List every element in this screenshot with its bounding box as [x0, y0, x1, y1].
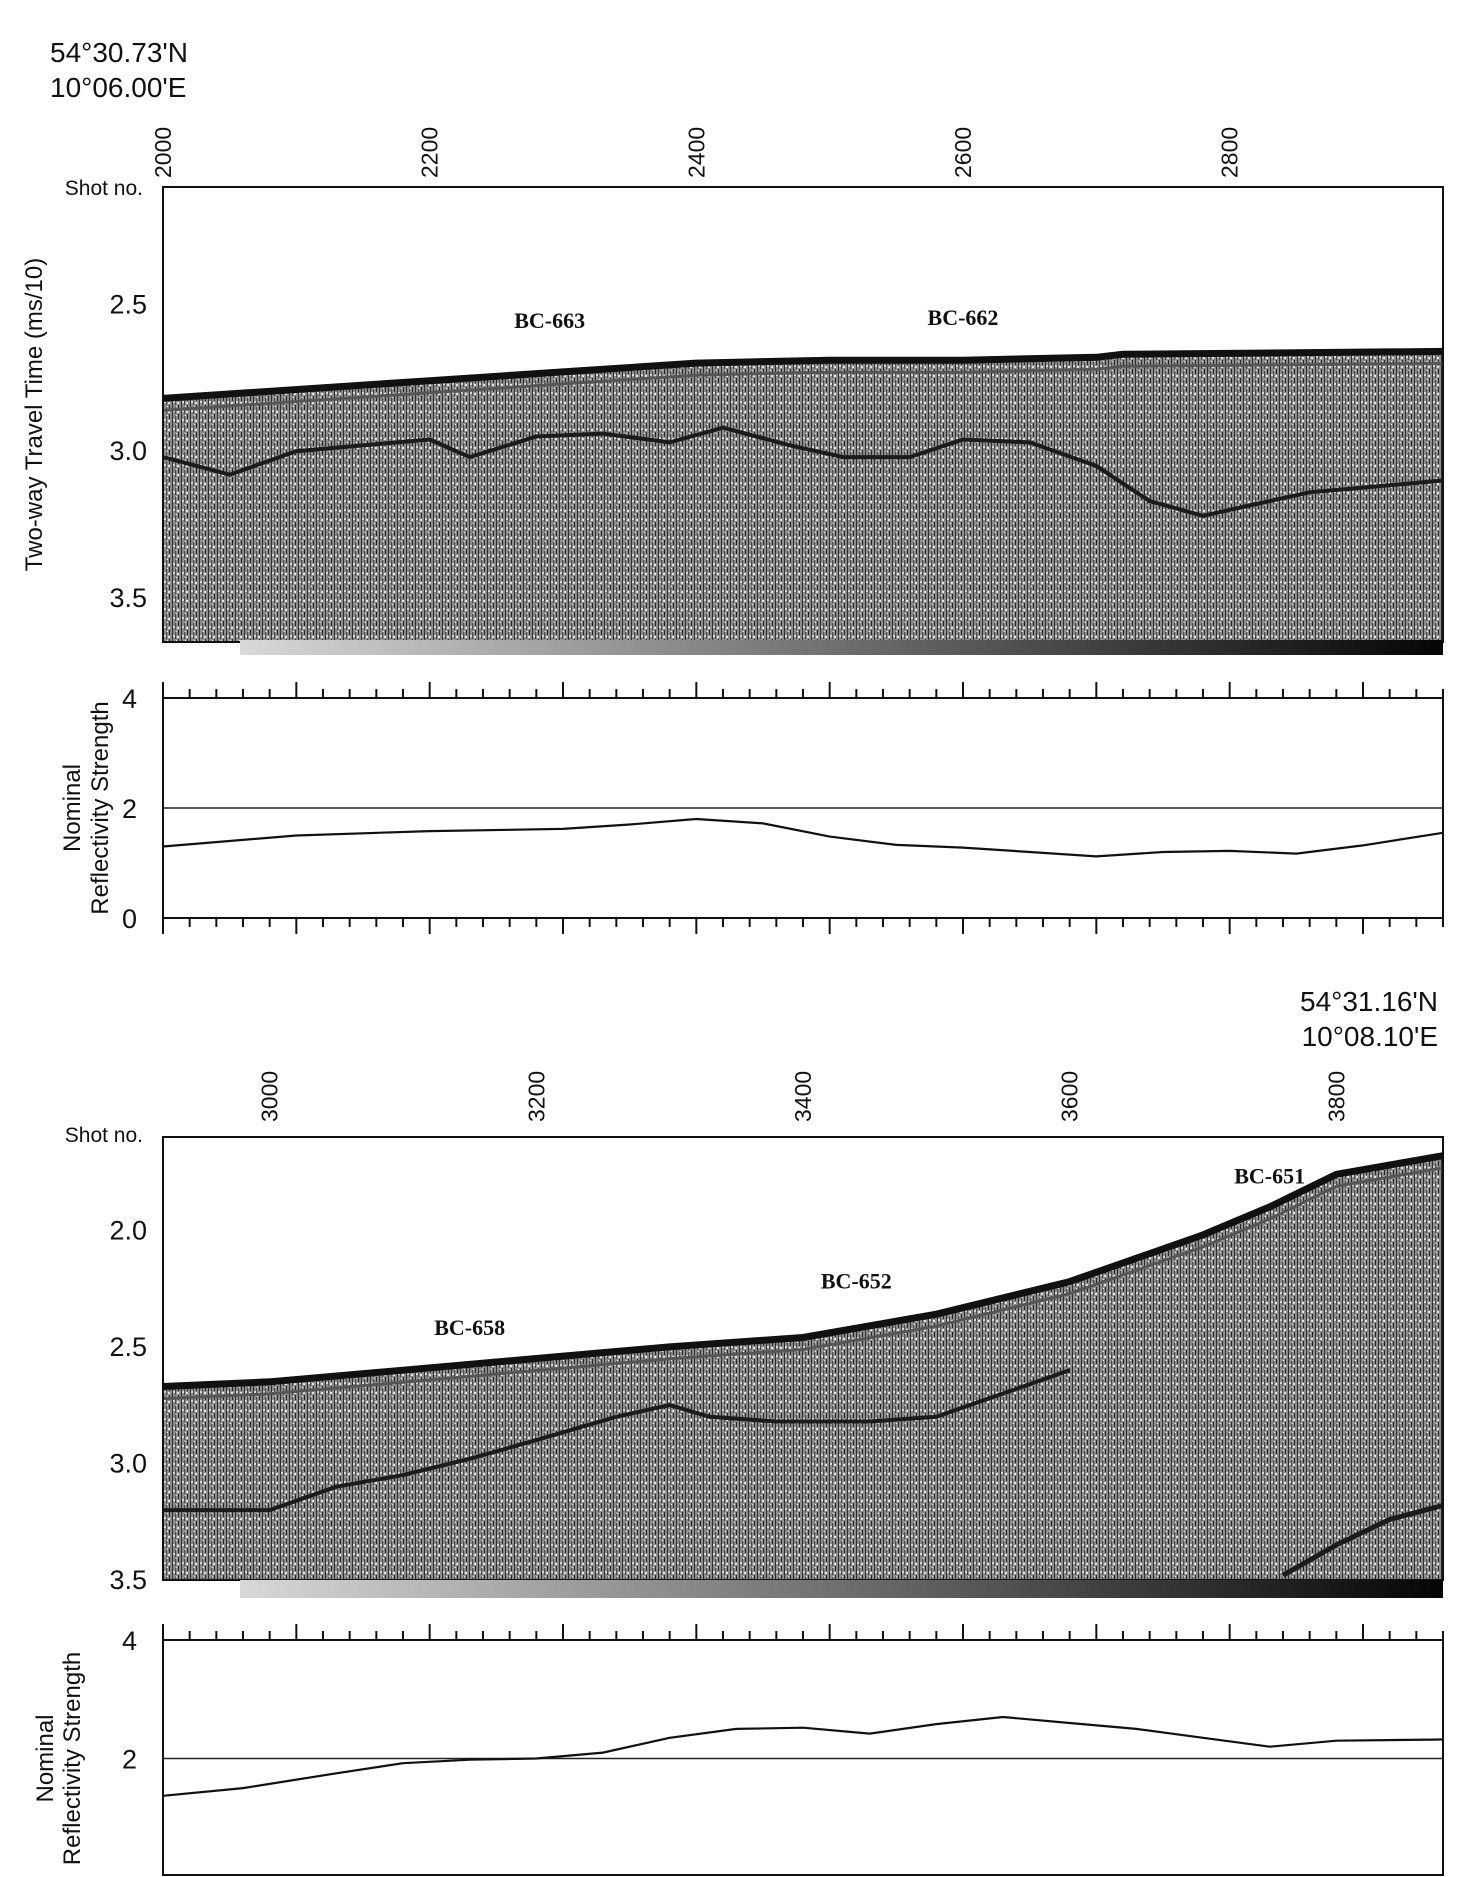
seafloor-reflector: [162, 347, 1444, 402]
subsurface-reflector: [162, 425, 1444, 518]
reflectivity-frame: [162, 1639, 1444, 1876]
shot-tick-label: 2000: [150, 127, 176, 178]
shot-tick-label: 3400: [790, 1071, 816, 1122]
twt-tick-label: 3.5: [109, 583, 147, 613]
reflectivity-axis-label: Nominal: [59, 764, 86, 852]
shot-tick-label: 2800: [1217, 127, 1243, 178]
reflectivity-shade-bar: [240, 640, 1443, 655]
core-label: BC-651: [1234, 1164, 1305, 1189]
reflectivity-axis-label: Reflectivity Strength: [87, 701, 114, 914]
twt-tick-label: 2.0: [109, 1215, 147, 1245]
coord-latitude: 54°31.16'N: [1300, 986, 1438, 1017]
core-label: BC-662: [928, 305, 999, 330]
shot-axis-label: Shot no.: [65, 177, 143, 200]
reflectivity-axis-label: Reflectivity Strength: [59, 1652, 86, 1865]
twt-tick-label: 2.5: [109, 289, 147, 319]
seafloor-multiple: [162, 361, 1444, 412]
shot-tick-label: 3800: [1323, 1071, 1349, 1122]
core-label: BC-652: [821, 1269, 892, 1294]
shot-tick-label: 2200: [417, 127, 443, 178]
shot-tick-label: 3200: [523, 1071, 549, 1122]
subsurface-reflector-2: [1281, 1502, 1444, 1578]
reflectivity-tick-label: 2: [122, 794, 137, 824]
seafloor-multiple: [162, 1166, 1444, 1400]
reflectivity-shade-bar: [240, 1580, 1443, 1598]
coord-longitude: 10°08.10'E: [1302, 1021, 1438, 1052]
shot-tick-label: 2600: [950, 127, 976, 178]
seismic-water-column: [163, 1137, 1443, 1387]
reflectivity-tick-label: 2: [122, 1745, 137, 1775]
twt-tick-label: 3.5: [109, 1565, 147, 1595]
panel-2: 54°31.16'N 10°08.10'E 3000 3200 3400 3600 3800…: [32, 986, 1444, 1876]
reflectivity-series-line: [162, 1715, 1444, 1797]
core-label: BC-663: [514, 308, 585, 333]
reflectivity-tick-label: 0: [122, 904, 137, 934]
reflectivity-tick-label: 4: [122, 684, 137, 714]
shot-axis-label: Shot no.: [65, 1124, 143, 1147]
reflectivity-axis-label: Nominal: [32, 1714, 59, 1802]
shot-tick-label: 3600: [1057, 1071, 1083, 1122]
coord-longitude: 10°06.00'E: [50, 72, 186, 103]
reflectivity-series-line: [162, 817, 1444, 858]
twt-tick-label: 3.0: [109, 436, 147, 466]
panels: 54°30.73'N 10°06.00'E 2000 2200 2400 2600 2800…: [21, 37, 1444, 1876]
panel-1: 54°30.73'N 10°06.00'E 2000 2200 2400 2600 2800…: [21, 37, 1444, 934]
seafloor-reflector: [162, 1152, 1444, 1390]
twt-axis-label: Two-way Travel Time (ms/10): [21, 258, 48, 571]
twt-tick-label: 2.5: [109, 1332, 147, 1362]
coord-latitude: 54°30.73'N: [50, 37, 188, 68]
seismic-water-column: [163, 187, 1443, 399]
shot-tick-label: 2400: [683, 127, 709, 178]
shot-tick-label: 3000: [257, 1071, 283, 1122]
core-label: BC-658: [434, 1315, 505, 1340]
reflectivity-tick-label: 4: [122, 1626, 137, 1656]
twt-tick-label: 3.0: [109, 1448, 147, 1478]
subsurface-reflector: [163, 1368, 1071, 1513]
